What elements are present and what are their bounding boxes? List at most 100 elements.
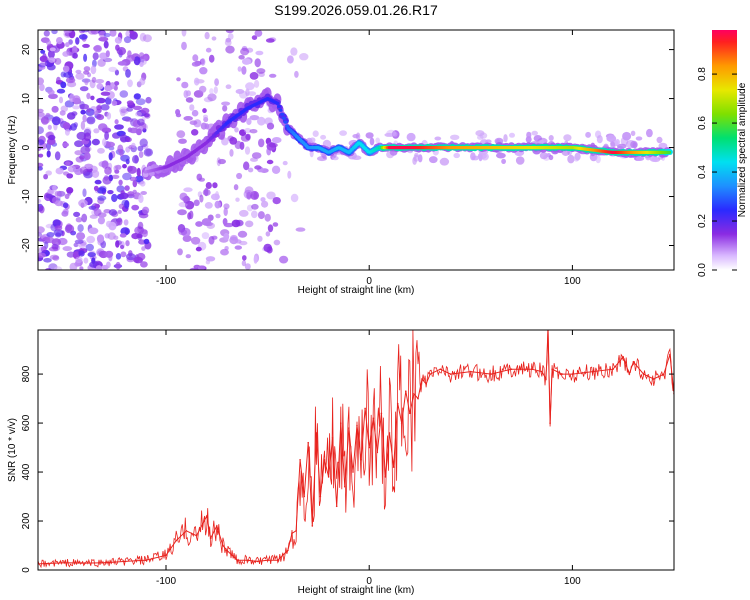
snr-point: [209, 537, 212, 539]
noise-blob: [135, 98, 146, 106]
noise-blob: [181, 41, 187, 51]
noise-blob: [106, 220, 112, 228]
noise-blob: [320, 134, 327, 140]
noise-blob: [509, 132, 515, 138]
noise-blob: [82, 114, 87, 123]
noise-blob: [120, 227, 130, 236]
x-tick-label: 100: [564, 276, 581, 287]
snr-point: [571, 373, 574, 375]
noise-blob: [254, 165, 262, 170]
noise-blob: [217, 158, 226, 165]
noise-blob: [83, 132, 92, 142]
noise-blob: [72, 105, 81, 110]
ridge-point: [144, 170, 147, 174]
ridge-point: [378, 146, 381, 149]
y-tick-label: 0: [21, 144, 32, 150]
noise-blob: [132, 179, 138, 188]
snr-point: [632, 361, 635, 363]
noise-blob: [176, 77, 181, 82]
noise-blob: [140, 191, 147, 195]
noise-blob: [47, 89, 55, 95]
noise-blob: [96, 83, 104, 90]
ridge-point: [408, 146, 411, 149]
noise-blob: [656, 136, 663, 144]
noise-blob: [140, 229, 148, 235]
noise-blob: [198, 177, 205, 182]
snr-point: [541, 370, 543, 373]
snr-point: [384, 476, 387, 478]
noise-blob: [97, 195, 107, 201]
noise-blob: [47, 124, 52, 130]
noise-blob: [100, 104, 110, 111]
noise-blob: [204, 31, 210, 40]
noise-blob: [91, 76, 97, 83]
noise-blob: [83, 66, 91, 72]
snr-point: [425, 383, 427, 385]
noise-blob: [183, 116, 193, 121]
noise-blob: [181, 81, 189, 89]
noise-blob: [199, 67, 208, 75]
snr-point: [352, 471, 354, 473]
noise-blob: [108, 152, 113, 161]
noise-blob: [177, 209, 187, 216]
snr-point: [669, 353, 671, 356]
noise-blob: [189, 267, 199, 270]
noise-blob: [86, 116, 96, 125]
noise-blob: [93, 44, 103, 53]
noise-blob: [392, 131, 398, 137]
noise-blob: [261, 200, 269, 208]
noise-blob: [45, 193, 53, 199]
noise-blob: [249, 129, 258, 134]
noise-blob: [126, 54, 136, 62]
noise-blob: [237, 66, 242, 72]
noise-blob: [202, 189, 211, 196]
noise-blob: [185, 97, 194, 103]
noise-blob: [86, 107, 91, 113]
noise-blob: [205, 182, 212, 189]
noise-blob: [40, 245, 47, 253]
snr-point: [185, 530, 188, 532]
snr-point: [413, 392, 415, 395]
noise-blob: [208, 54, 215, 63]
noise-blob: [201, 218, 212, 226]
snr-point: [421, 378, 423, 380]
noise-blob: [52, 184, 57, 193]
snr-point: [344, 485, 346, 488]
noise-blob: [287, 55, 294, 64]
noise-blob: [215, 213, 221, 219]
noise-blob: [132, 105, 143, 111]
ridge-point: [337, 146, 340, 149]
noise-blob: [87, 252, 96, 258]
noise-blob: [266, 122, 275, 130]
noise-blob: [62, 122, 71, 130]
noise-blob: [257, 211, 265, 220]
noise-blob: [235, 89, 245, 94]
noise-blob: [635, 136, 643, 141]
noise-blob: [78, 199, 88, 208]
noise-blob: [102, 138, 107, 147]
colorbar-gradient: [712, 30, 737, 270]
noise-blob: [225, 84, 232, 89]
snr-point: [287, 549, 289, 552]
noise-blob: [79, 101, 85, 110]
noise-blob: [65, 161, 71, 166]
spectrogram-y-label: Frequency (Hz): [7, 116, 18, 185]
noise-blob: [72, 52, 78, 59]
ridge-point: [205, 141, 208, 144]
snr-point: [63, 561, 66, 564]
noise-blob: [135, 128, 142, 136]
noise-blob: [125, 240, 130, 247]
noise-blob: [317, 156, 327, 162]
ridge-point: [489, 146, 493, 149]
noise-blob: [256, 68, 266, 74]
noise-blob: [78, 34, 88, 40]
noise-blob: [88, 227, 99, 235]
noise-blob: [46, 232, 55, 238]
noise-blob: [234, 245, 242, 250]
noise-blob: [114, 81, 120, 86]
noise-blob: [139, 62, 144, 67]
noise-blob: [279, 255, 289, 264]
noise-blob: [99, 52, 108, 60]
ridge-point: [357, 141, 361, 144]
